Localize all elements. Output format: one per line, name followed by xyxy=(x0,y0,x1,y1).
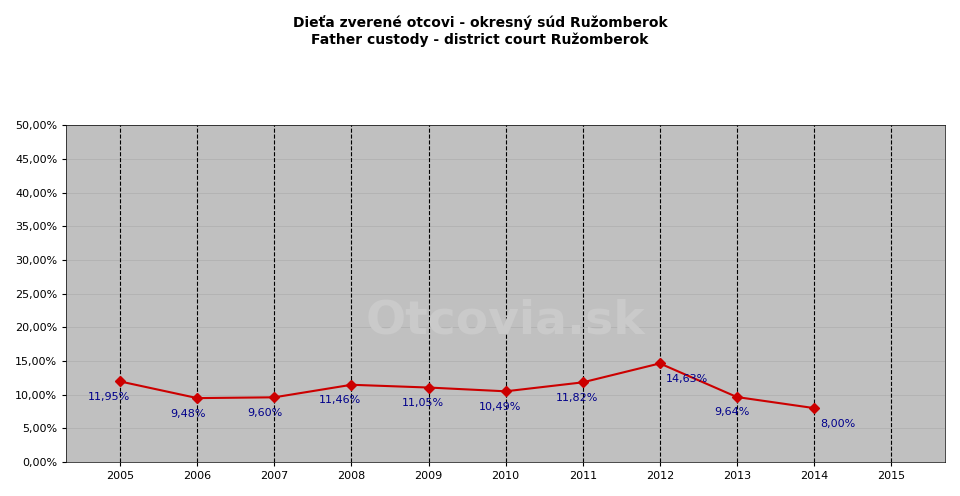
Text: 9,48%: 9,48% xyxy=(170,409,205,419)
Text: 11,95%: 11,95% xyxy=(88,392,131,402)
Text: 11,46%: 11,46% xyxy=(319,395,361,405)
Text: Otcovia.sk: Otcovia.sk xyxy=(366,298,645,343)
Text: 11,82%: 11,82% xyxy=(556,393,598,403)
Text: 14,63%: 14,63% xyxy=(666,374,708,384)
Text: 9,64%: 9,64% xyxy=(713,408,749,418)
Text: 8,00%: 8,00% xyxy=(820,419,855,429)
Text: 11,05%: 11,05% xyxy=(401,398,444,408)
Text: 10,49%: 10,49% xyxy=(479,402,521,412)
Text: 9,60%: 9,60% xyxy=(248,408,282,418)
Text: Dieťa zverené otcovi - okresný súd Ružomberok
Father custody - district court Ru: Dieťa zverené otcovi - okresný súd Ružom… xyxy=(293,15,667,47)
